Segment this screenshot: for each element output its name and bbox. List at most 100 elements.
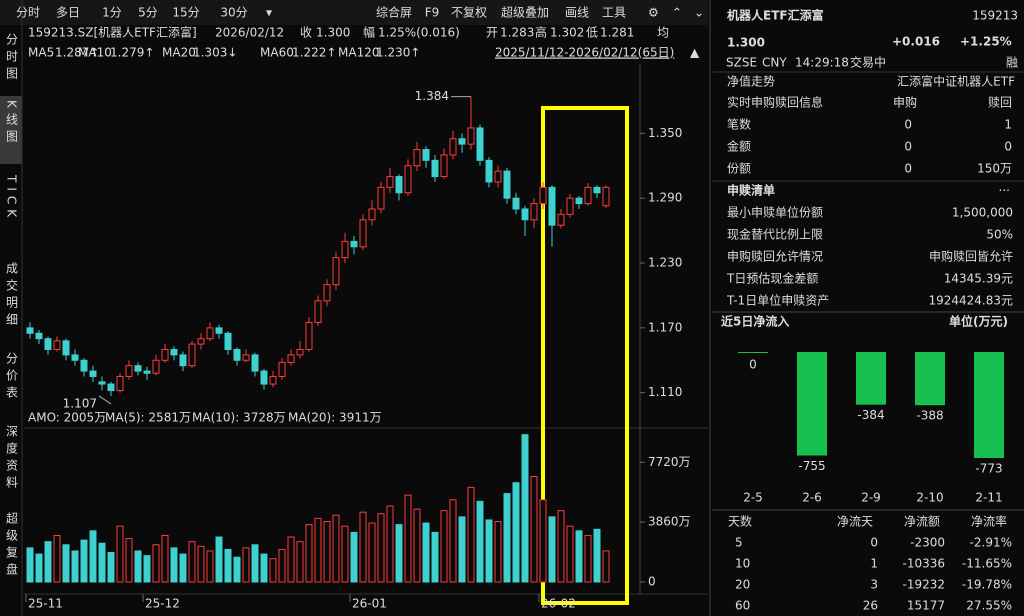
volume-bar <box>467 486 475 583</box>
candle-body <box>143 370 151 374</box>
sidebar-tab[interactable]: 超级复盘 <box>5 511 19 580</box>
toolbar-button[interactable]: 画线 <box>565 6 589 20</box>
candle-body <box>215 327 223 334</box>
table-cell: 3 <box>870 578 878 592</box>
candle-body <box>575 197 583 205</box>
flow-value: -773 <box>975 462 1002 476</box>
volume-bar <box>206 550 214 583</box>
volume-legend: AMO: 2005万 <box>28 411 106 425</box>
candle-body <box>53 340 61 350</box>
toolbar-button[interactable]: 多日 <box>56 6 80 20</box>
candle-body <box>368 208 376 221</box>
toolbar-button[interactable]: 5分 <box>138 6 158 20</box>
row-label: 净值走势 <box>727 74 775 89</box>
row-value: 0 <box>904 118 912 132</box>
candle-body <box>161 348 169 361</box>
candle-body <box>503 170 511 199</box>
row-value: 汇添富中证机器人ETF <box>897 74 1015 89</box>
candle-body <box>548 186 556 226</box>
candle-body <box>386 176 394 188</box>
volume-bar <box>359 511 367 583</box>
collapse-icon[interactable]: ▲ <box>690 46 700 60</box>
candle-body <box>287 354 295 363</box>
annotation-line <box>98 395 112 405</box>
candle-body <box>206 327 214 340</box>
volume-bar <box>143 555 151 583</box>
volume-bar <box>188 541 196 583</box>
table-cell: 0 <box>870 536 878 550</box>
price: 1.300 <box>727 36 765 50</box>
flow-value: -755 <box>798 459 825 473</box>
candle-body <box>377 186 385 210</box>
flow-value: -388 <box>916 409 943 423</box>
volume-bar <box>116 525 124 583</box>
candle-body <box>323 284 331 302</box>
quote-field: 1.300 <box>316 26 350 40</box>
ma-name: MA120 <box>338 46 379 60</box>
status-field: SZSE <box>726 56 757 70</box>
table-cell: 20 <box>735 578 750 592</box>
sidebar-tab[interactable]: 深度资料 <box>5 425 19 493</box>
sidebar-tab[interactable]: 分价表 <box>5 352 19 403</box>
toolbar-button[interactable]: F9 <box>425 6 440 20</box>
volume-legend: MA(20): 3911万 <box>288 411 382 425</box>
candle-body <box>26 327 34 334</box>
highlight-box <box>541 106 629 605</box>
col-header: 赎回 <box>988 96 1012 110</box>
status-field: 交易中 <box>850 55 886 70</box>
ma-name: MA10 <box>78 46 112 60</box>
candle-body <box>98 381 106 385</box>
toolbar-bg <box>0 0 708 25</box>
table-cell: -2.91% <box>970 536 1012 550</box>
toolbar-button[interactable]: 30分 <box>220 6 247 20</box>
fund-name: 机器人ETF汇添富 <box>727 8 824 23</box>
row-value: 0 <box>904 140 912 154</box>
x-tick-label: 2-10 <box>916 491 943 505</box>
y-tick-label: 1.290 <box>648 191 682 205</box>
down-icon[interactable]: ⌄ <box>694 6 704 20</box>
candle-body <box>134 365 142 372</box>
candle-body <box>125 365 133 377</box>
more-icon[interactable]: ··· <box>999 184 1010 198</box>
candle-body <box>431 159 439 178</box>
y-tick-label: 1.170 <box>648 320 682 334</box>
toolbar-button[interactable]: 不复权 <box>451 6 487 20</box>
candle-body <box>404 165 412 194</box>
toolbar-button[interactable]: 1分 <box>102 6 122 20</box>
volume-bar <box>449 499 457 583</box>
volume-bar <box>476 500 484 583</box>
toolbar-button[interactable]: 超级叠加 <box>501 5 549 20</box>
settings-icon[interactable]: ⚙ <box>648 6 659 20</box>
sidebar-tab[interactable]: 分时图 <box>5 33 19 84</box>
candle-body <box>521 208 529 221</box>
section-label: 实时申购赎回信息 <box>727 95 823 110</box>
status-field: CNY <box>762 56 787 70</box>
candle-body <box>395 176 403 194</box>
toolbar-button[interactable]: 分时 <box>16 6 40 20</box>
candle-body <box>449 138 457 156</box>
toolbar-button[interactable]: 15分 <box>172 6 199 20</box>
high-annotation: 1.384 <box>415 89 449 103</box>
candle-body <box>341 240 349 259</box>
candle-body <box>494 170 502 183</box>
dropdown-icon[interactable]: ▾ <box>266 6 272 20</box>
volume-bar <box>332 514 340 583</box>
volume-bar <box>422 522 430 583</box>
up-icon[interactable]: ⌃ <box>672 6 682 20</box>
sidebar-tab[interactable]: 成交明细 <box>5 262 19 330</box>
quote-field: 1.25%(0.016) <box>378 26 460 40</box>
candle-body <box>233 348 241 361</box>
sidebar-tab[interactable]: K线图 <box>5 100 19 147</box>
table-cell: 26 <box>863 599 878 613</box>
row-value: 150万 <box>977 162 1012 176</box>
row-label: 申购赎回允许情况 <box>727 249 823 264</box>
volume-bar <box>305 524 313 583</box>
x-tick-label: 25-12 <box>145 597 180 611</box>
volume-bar <box>530 476 538 583</box>
volume-bar <box>98 542 106 583</box>
sidebar-tab[interactable]: TICK <box>5 174 19 222</box>
toolbar-button[interactable]: 工具 <box>602 6 626 20</box>
volume-bar <box>26 547 34 583</box>
toolbar-button[interactable]: 综合屏 <box>376 5 412 20</box>
